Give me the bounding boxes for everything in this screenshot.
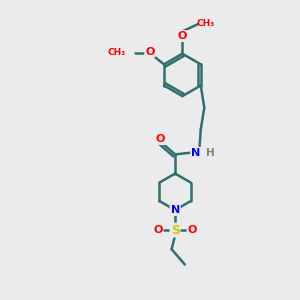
Text: N: N (191, 148, 200, 158)
Text: O: O (145, 47, 154, 57)
Text: O: O (188, 225, 197, 235)
Text: O: O (153, 225, 163, 235)
Text: O: O (178, 31, 187, 41)
Text: CH₃: CH₃ (197, 19, 215, 28)
Text: CH₃: CH₃ (107, 48, 126, 57)
Text: S: S (171, 224, 180, 237)
Text: O: O (156, 134, 165, 144)
Text: N: N (170, 205, 180, 215)
Text: H: H (206, 148, 215, 158)
